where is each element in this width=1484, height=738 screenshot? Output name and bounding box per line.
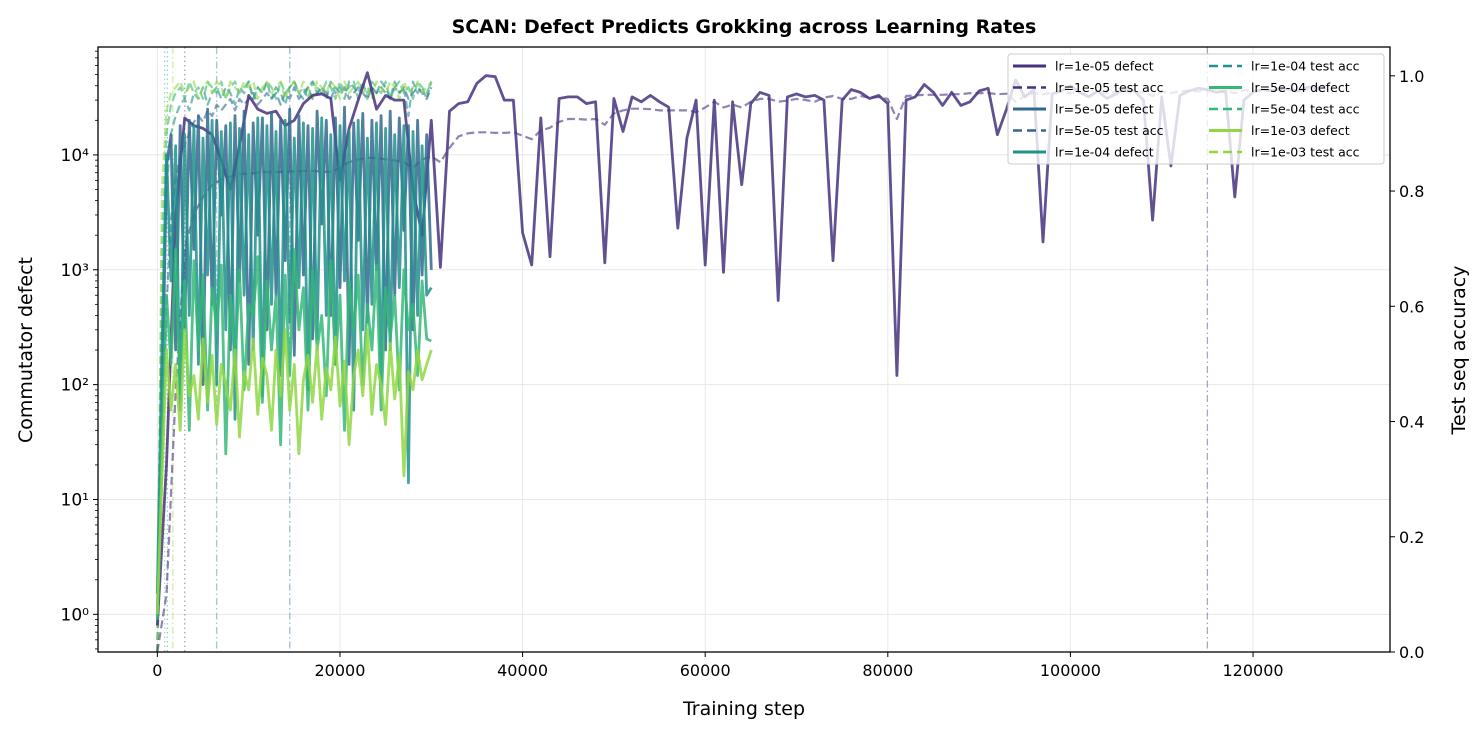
y-right-tick-label: 0.6 [1399,297,1424,316]
y-right-tick-label: 0.4 [1399,413,1424,432]
legend-entry-label: lr=1e-05 defect [1055,59,1154,74]
y-axis-left-label: Commutator defect [15,257,37,443]
x-tick-label: 120000 [1222,661,1283,680]
series-line-lr-5e-05-defect [155,105,433,615]
y-left-tick-label: 10⁴ [61,146,90,166]
series-line-lr-5e-04-defect [155,248,432,620]
y-right-tick-label: 0.0 [1399,643,1424,662]
legend-entry-label: lr=5e-05 test acc [1055,123,1164,138]
legend-entry-label: lr=1e-05 test acc [1055,80,1164,95]
x-tick-label: 40000 [497,661,548,680]
x-tick-label: 60000 [680,661,731,680]
y-left-tick-label: 10³ [61,261,89,281]
legend-entry-label: lr=5e-04 test acc [1251,102,1360,117]
legend-entry-label: lr=1e-04 test acc [1251,59,1360,74]
plot-frame [97,46,1391,653]
legend-entry-label: lr=5e-05 defect [1055,102,1154,117]
y-right-tick-label: 0.8 [1399,182,1424,201]
y-left-tick-label: 10¹ [61,490,89,510]
y-right-tick-label: 0.2 [1399,528,1424,547]
chart-title: SCAN: Defect Predicts Grokking across Le… [452,16,1037,38]
series-line-lr-1e-04-defect [155,116,433,595]
y-axis-right-label: Test seq accuracy [1448,266,1470,436]
series-line-lr-1e-03-test-acc [156,80,433,653]
y-left-tick-label: 10² [61,376,89,396]
series-line-lr-1e-03-defect [155,328,433,615]
x-tick-label: 0 [152,661,162,680]
legend-entry-label: lr=5e-04 defect [1251,80,1350,95]
series-line-lr-5e-05-test-acc [156,86,433,653]
legend-entry-label: lr=1e-03 defect [1251,123,1350,138]
x-tick-label: 20000 [315,661,366,680]
axis-ticks: 0 20000 40000 60000 80000 100000 120000 10⁰ 10¹ 1… [61,50,1424,680]
legend: lr=1e-05 defect lr=1e-05 test acc lr=5e-05… [1007,53,1385,165]
legend-entry-label: lr=1e-04 defect [1055,145,1154,160]
x-axis-label: Training step [682,698,805,720]
x-tick-label: 80000 [862,661,913,680]
y-right-tick-label: 1.0 [1399,67,1424,86]
y-left-tick-label: 10⁰ [61,605,90,625]
legend-box [1007,53,1385,165]
legend-entry-label: lr=1e-03 test acc [1251,145,1360,160]
x-tick-label: 100000 [1040,661,1101,680]
